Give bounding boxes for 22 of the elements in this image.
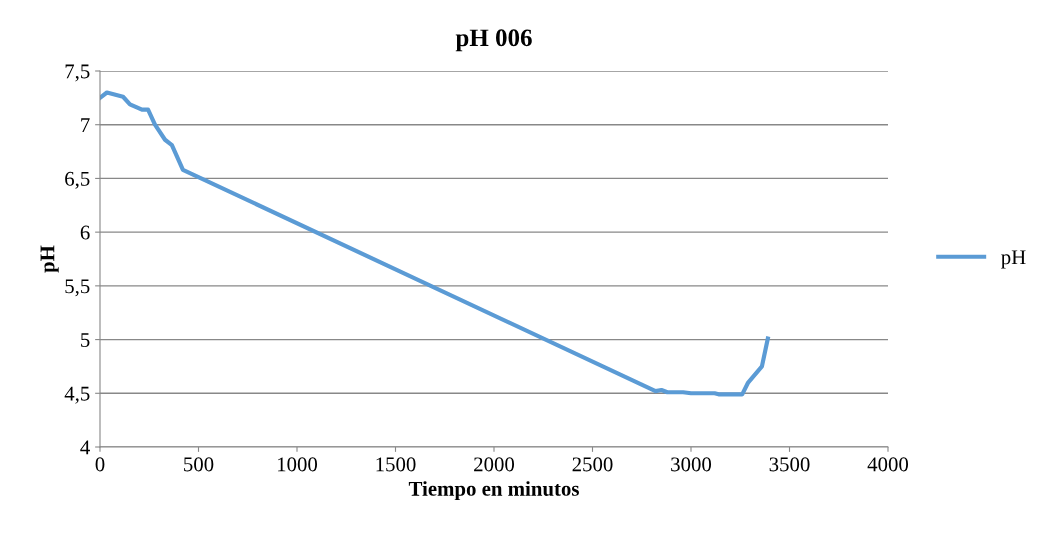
y-tick-label: 7: [81, 118, 90, 132]
x-tick-label: 3500: [769, 457, 810, 472]
y-tick-label: 5: [81, 333, 90, 347]
x-tick-label: 2500: [572, 457, 613, 472]
x-tick-label: 500: [184, 457, 214, 472]
y-tick-label: 4: [80, 440, 90, 455]
y-tick-label: 4,5: [64, 386, 90, 404]
y-tick-label: 7,5: [65, 64, 90, 82]
x-tick-label: 0: [95, 457, 105, 472]
y-tick-label: 6: [80, 225, 90, 240]
x-tick-label: 4000: [867, 457, 909, 472]
x-tick-label: 1000: [278, 457, 318, 472]
legend-label: pH: [1001, 250, 1026, 269]
line-series: [100, 90, 770, 397]
x-tick-label: 2000: [474, 457, 515, 472]
x-tick-label: 1500: [376, 457, 416, 472]
x-axis-title: Tiempo en minutos: [408, 481, 579, 501]
y-tick-label: 5,5: [65, 279, 90, 297]
y-axis-title: pH: [40, 245, 59, 273]
chart-title: pH 006: [455, 29, 532, 52]
y-tick-label: 6,5: [65, 171, 90, 189]
x-tick-label: 3000: [671, 457, 712, 472]
